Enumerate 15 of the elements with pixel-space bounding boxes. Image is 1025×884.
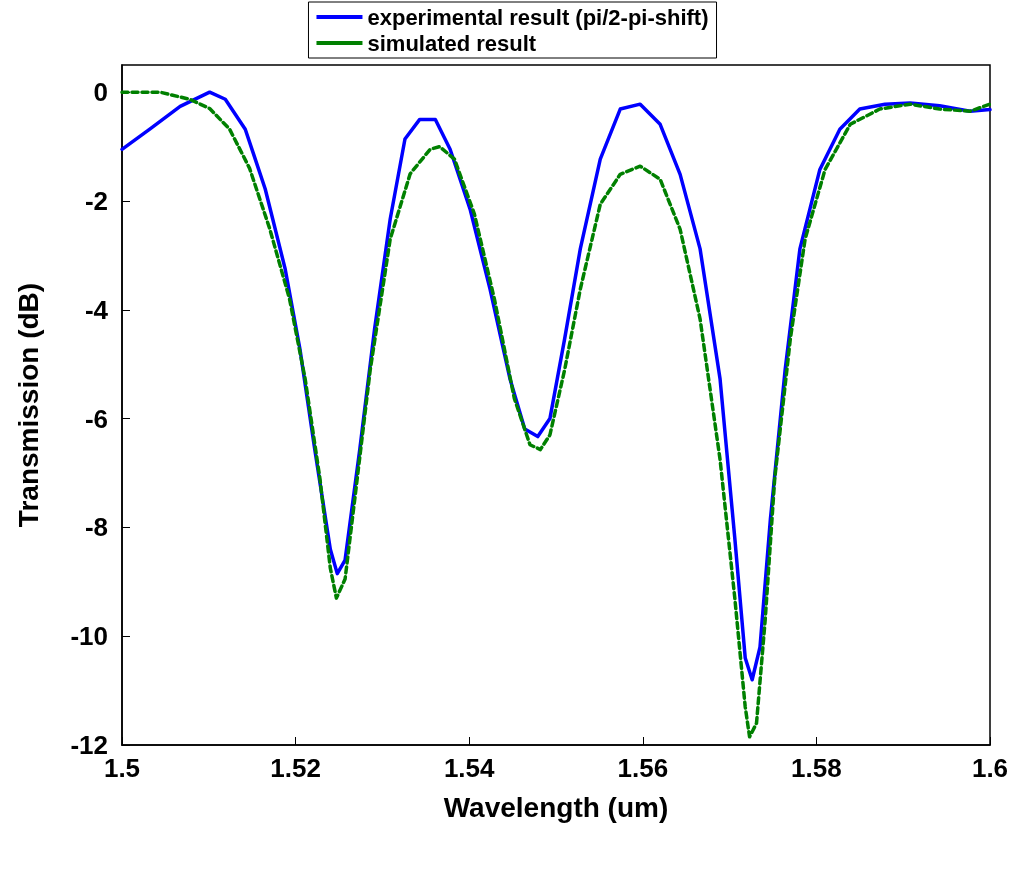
x-tick-label: 1.6 [971,753,1009,783]
y-tick-label: -10 [70,621,108,652]
y-tick-label: -6 [84,403,108,434]
y-tick-label: -8 [84,512,108,543]
x-tick-label: 1.54 [443,753,496,783]
x-axis-title: Wavelength (um) [443,791,669,823]
y-tick-label: -4 [84,294,109,325]
legend-label: experimental result (pi/2-pi-shift) [367,4,709,30]
y-axis-title: Transmission (dB) [12,282,44,528]
x-tick-label: 1.56 [617,753,669,783]
y-tick-label: -2 [84,186,108,216]
x-tick-label: 1.58 [791,753,842,783]
legend-label: simulated result [367,30,537,56]
x-tick-label: 1.52 [270,753,321,783]
y-tick-label: 0 [93,77,108,108]
